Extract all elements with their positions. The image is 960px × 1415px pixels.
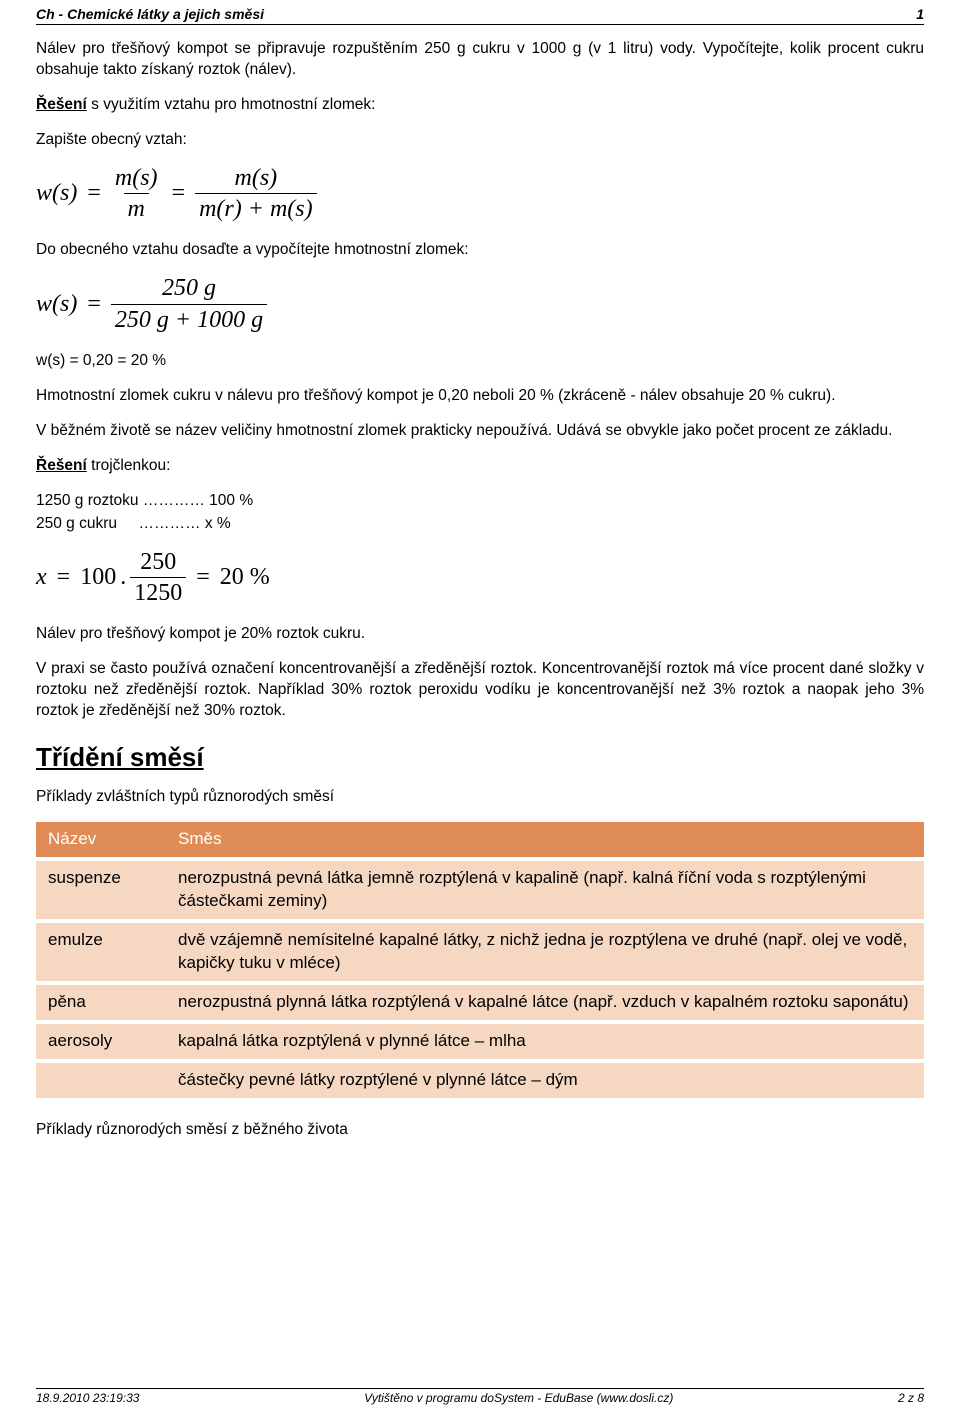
page: Ch - Chemické látky a jejich směsi 1 Nál… — [0, 0, 960, 1415]
table-cell-name: aerosoly — [36, 1022, 166, 1061]
table-header-row: NázevSměs — [36, 822, 924, 859]
solution-rest: s využitím vztahu pro hmotnostní zlomek: — [87, 96, 376, 113]
f3-den: 1250 — [130, 577, 186, 606]
footer-date: 18.9.2010 23:19:33 — [36, 1391, 139, 1405]
note-usage: V běžném životě se název veličiny hmotno… — [36, 421, 924, 442]
f1-num1: m(s) — [111, 165, 162, 193]
f1-frac1: m(s) m — [111, 165, 162, 223]
solution-label: Řešení — [36, 96, 87, 113]
interpretation: Hmotnostní zlomek cukru v nálevu pro tře… — [36, 386, 924, 407]
footer-rule — [36, 1388, 924, 1389]
troj-line1: 1250 g roztoku ………… 100 % — [36, 491, 924, 512]
problem-statement: Nálev pro třešňový kompot se připravuje … — [36, 39, 924, 81]
f1-eq2: = — [172, 180, 186, 207]
table-row: emulzedvě vzájemně nemísitelné kapalné l… — [36, 921, 924, 983]
troj-line2: 250 g cukru ………… x % — [36, 514, 924, 535]
f1-den1: m — [124, 193, 149, 222]
table-cell-desc: částečky pevné látky rozptýlené v plynné… — [166, 1061, 924, 1098]
f2-lhs: w(s) — [36, 291, 77, 318]
table-header-desc: Směs — [166, 822, 924, 859]
solution2-label: Řešení — [36, 457, 87, 474]
table-cell-name — [36, 1061, 166, 1098]
table-row: aerosolykapalná látka rozptýlená v plynn… — [36, 1022, 924, 1061]
concentration-note: V praxi se často používá označení koncen… — [36, 659, 924, 722]
formula-substituted: w(s) = 250 g 250 g + 1000 g — [36, 275, 924, 333]
f1-lhs: w(s) — [36, 180, 77, 207]
f3-lead: 100 — [80, 564, 116, 591]
substitute: Do obecného vztahu dosaďte a vypočítejte… — [36, 240, 924, 261]
solution2-rest: trojčlenkou: — [87, 457, 171, 474]
section-heading: Třídění směsí — [36, 742, 924, 773]
solution-heading-1: Řešení s využitím vztahu pro hmotnostní … — [36, 95, 924, 116]
f1-frac2: m(s) m(r) + m(s) — [195, 165, 317, 223]
f3-eq2: = — [196, 564, 210, 591]
table-cell-name: suspenze — [36, 859, 166, 921]
f3-lhs: x — [36, 564, 47, 591]
conclusion: Nálev pro třešňový kompot je 20% roztok … — [36, 624, 924, 645]
header-page-no: 1 — [916, 6, 924, 22]
table-cell-desc: nerozpustná pevná látka jemně rozptýlená… — [166, 859, 924, 921]
f3-dot: . — [120, 564, 126, 591]
table-cell-desc: nerozpustná plynná látka rozptýlená v ka… — [166, 983, 924, 1022]
f1-eq1: = — [87, 180, 101, 207]
header-rule — [36, 24, 924, 25]
write-relation: Zapište obecný vztah: — [36, 130, 924, 151]
table-cell-name: emulze — [36, 921, 166, 983]
mixture-table: NázevSměssuspenzenerozpustná pevná látka… — [36, 822, 924, 1098]
table-intro: Příklady zvláštních typů různorodých smě… — [36, 787, 924, 808]
footer-row: 18.9.2010 23:19:33 Vytištěno v programu … — [36, 1391, 924, 1405]
table-header-name: Název — [36, 822, 166, 859]
table-cell-name: pěna — [36, 983, 166, 1022]
f2-num: 250 g — [158, 275, 220, 303]
footer-page: 2 z 8 — [898, 1391, 924, 1405]
solution-heading-2: Řešení trojčlenkou: — [36, 456, 924, 477]
footer-center: Vytištěno v programu doSystem - EduBase … — [364, 1391, 673, 1405]
table-cell-desc: dvě vzájemně nemísitelné kapalné látky, … — [166, 921, 924, 983]
header-title: Ch - Chemické látky a jejich směsi — [36, 6, 264, 22]
table-row: suspenzenerozpustná pevná látka jemně ro… — [36, 859, 924, 921]
f2-frac: 250 g 250 g + 1000 g — [111, 275, 267, 333]
f1-num2: m(s) — [231, 165, 282, 193]
f3-rhs: 20 % — [220, 564, 270, 591]
formula-trojclenka: x = 100 . 250 1250 = 20 % — [36, 549, 924, 607]
f3-num: 250 — [136, 549, 180, 577]
page-footer: 18.9.2010 23:19:33 Vytištěno v programu … — [36, 1388, 924, 1405]
f1-den2: m(r) + m(s) — [195, 193, 317, 222]
page-header: Ch - Chemické látky a jejich směsi 1 — [36, 0, 924, 24]
examples-life: Příklady různorodých směsí z běžného živ… — [36, 1120, 924, 1141]
table-cell-desc: kapalná látka rozptýlená v plynné látce … — [166, 1022, 924, 1061]
ws-result: w(s) = 0,20 = 20 % — [36, 351, 924, 372]
f3-frac: 250 1250 — [130, 549, 186, 607]
formula-general: w(s) = m(s) m = m(s) m(r) + m(s) — [36, 165, 924, 223]
f2-eq: = — [87, 291, 101, 318]
table-row: částečky pevné látky rozptýlené v plynné… — [36, 1061, 924, 1098]
table-row: pěnanerozpustná plynná látka rozptýlená … — [36, 983, 924, 1022]
f2-den: 250 g + 1000 g — [111, 304, 267, 333]
f3-eq1: = — [57, 564, 71, 591]
